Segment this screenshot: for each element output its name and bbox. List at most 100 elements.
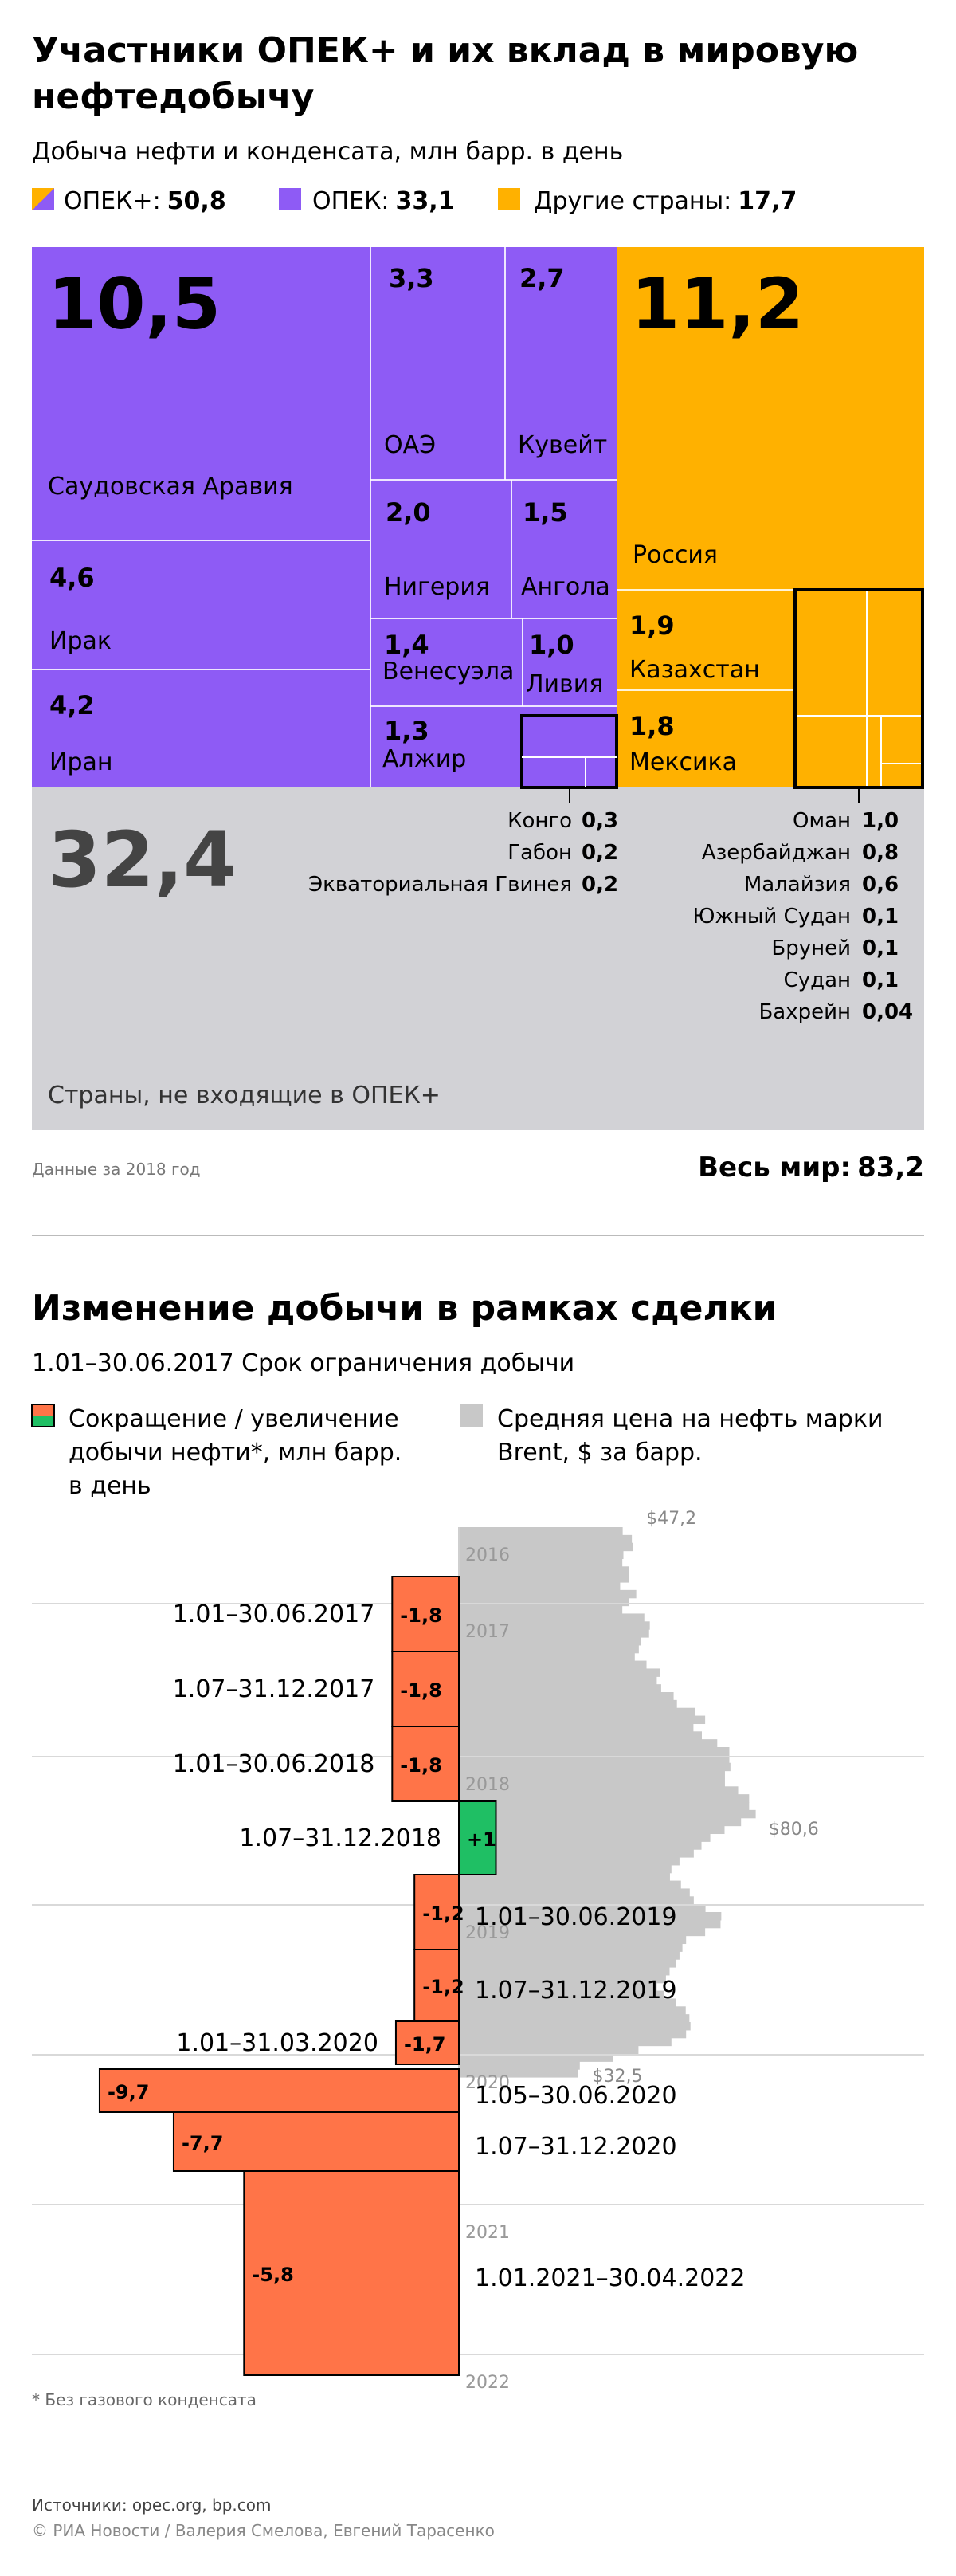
treemap-name-non-opec: Страны, не входящие в ОПЕК+ [48,1082,441,1109]
small-country-name: Южный Судан [692,905,851,929]
price-bar [459,1982,657,1992]
price-bar [459,1809,756,1819]
small-country-name: Азербайджан [702,841,851,865]
treemap-name-iran: Иран [49,748,112,776]
small-country-name: Оман [793,809,851,833]
price-bar [459,1613,645,1622]
treemap-name-kazakhstan: Казахстан [629,656,760,684]
period-label: 1.07–31.12.2018 [239,1824,441,1852]
year-label: 2022 [465,2373,510,2393]
treemap-value-non-opec: 32,4 [48,815,237,905]
price-bar [459,1959,676,1968]
price-bar [459,1605,623,1615]
treemap-value-iran: 4,2 [49,690,95,721]
price-bar [459,1864,672,1874]
small-country-value: 0,1 [862,905,899,929]
treemap-name-iraq: Ирак [49,627,112,655]
legend-opec-plus-value: 50,8 [167,187,226,215]
price-bar [459,2022,691,2031]
price-bar [459,1534,633,1544]
legend-swatch-price [460,1404,483,1427]
year-label: 2017 [465,1622,510,1642]
price-bar [459,1731,702,1740]
world-total: Весь мир: 83,2 [698,1152,924,1184]
change-bar-value: -1,2 [422,1976,464,1998]
price-bar [459,1692,674,1701]
price-bar [459,1715,706,1725]
year-label: 2018 [465,1775,510,1795]
price-bar [459,1794,750,1803]
treemap-name-saudi-arabia: Саудовская Аравия [48,473,293,501]
small-country-value: 0,1 [862,937,899,960]
treemap-name-nigeria: Нигерия [384,573,490,601]
treemap-value-russia: 11,2 [631,263,804,345]
change-bar-value: -1,8 [400,1604,441,1627]
price-bar [459,1644,639,1654]
treemap-value-algeria: 1,3 [384,716,429,746]
title-line-2: нефтедобычу [32,77,314,117]
small-country-value: 0,2 [582,873,618,897]
price-bar [459,2061,580,2070]
small-country-value: 1,0 [862,809,899,833]
price-bar [459,1817,742,1827]
legend-other: Другие страны: 17,7 [534,187,797,215]
small-country-name: Конго [507,809,572,833]
period-label: 1.07–31.12.2017 [173,1675,375,1703]
price-bar [459,1919,721,1929]
period-label: 1.01–30.06.2019 [475,1903,677,1931]
change-bar-value: -1,2 [422,1903,464,1925]
price-bar [459,1582,621,1591]
price-bar [459,1574,629,1583]
price-bar [459,1629,649,1638]
legend-other-label: Другие страны: [534,187,731,215]
change-bar [394,2020,460,2065]
price-bar [459,1747,730,1756]
legend-swatch-increase [32,1416,54,1427]
price-bar [459,1904,706,1913]
price-bar [459,1778,725,1787]
price-bar [459,1849,694,1858]
small-country-value: 0,3 [582,809,618,833]
price-bar [459,1676,657,1685]
price-bar [459,1998,676,2007]
price-bar [459,1880,681,1890]
legend-other-value: 17,7 [738,187,797,215]
price-bar [459,1841,702,1850]
treemap-name-russia: Россия [633,541,718,569]
price-bar [459,1857,680,1866]
price-bar [459,1927,706,1937]
price-bar [459,1558,623,1567]
period-label: 1.01–31.03.2020 [176,2029,378,2057]
price-bar [459,1888,690,1897]
treemap-value-iraq: 4,6 [49,563,95,593]
world-total-label: Весь мир: [698,1152,851,1184]
price-bar [459,1754,730,1764]
small-country-name: Малайзия [744,873,851,897]
treemap-value-kuwait: 2,7 [519,263,565,293]
change-bar-value: +1 [467,1828,496,1851]
price-bar [459,1550,624,1560]
change-bar [413,1949,460,2022]
treemap-cell-other-area [617,247,924,787]
treemap-value-nigeria: 2,0 [386,497,431,528]
legend-opec: ОПЕК: 33,1 [312,187,455,215]
period-label: 1.01–30.06.2018 [173,1750,375,1778]
small-country-name: Экваториальная Гвинея [308,873,572,897]
price-bar [459,2053,613,2062]
change-bar-value: -1,7 [404,2033,445,2056]
year-label: 2020 [465,2073,510,2093]
period-label: 1.05–30.06.2020 [475,2082,677,2110]
price-bar [459,1833,711,1842]
legend-opec-label: ОПЕК: [312,187,390,215]
year-label: 2019 [465,1923,510,1943]
legend-swatch-border [31,1404,55,1427]
treemap-value-uae: 3,3 [389,263,434,293]
price-bar [459,2014,690,2023]
treemap-cell-opec-area [32,247,617,787]
price-bar [459,1589,637,1599]
change-bar-value: -1,8 [400,1679,441,1702]
change-bar [391,1726,460,1802]
price-bar [459,1739,718,1748]
